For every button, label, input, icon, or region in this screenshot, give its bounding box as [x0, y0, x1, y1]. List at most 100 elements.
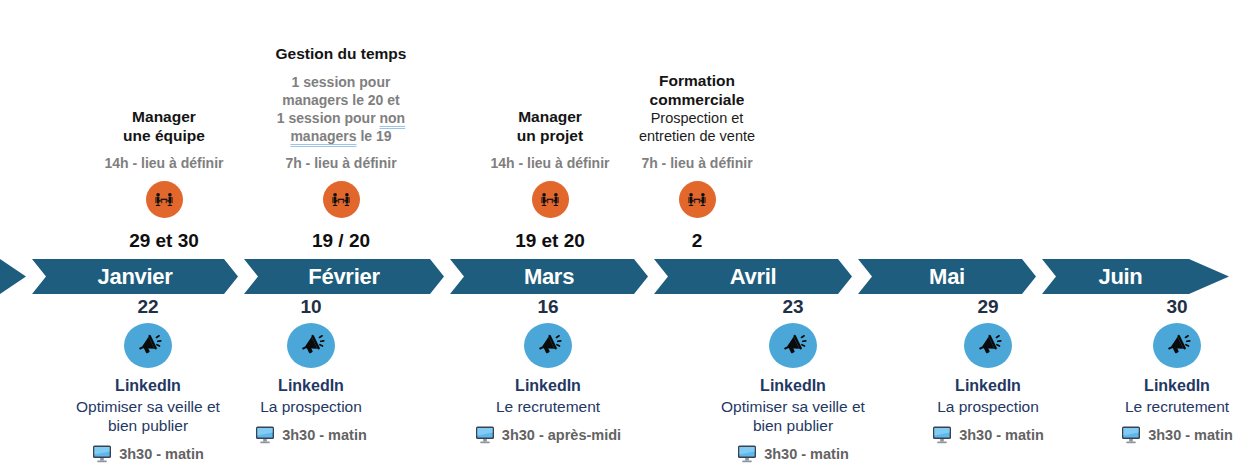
megaphone-icon — [964, 323, 1012, 368]
training-calendar-infographic: Managerune équipe 14h - lieu à définir — [0, 0, 1254, 472]
session-info: 3h30 - matin — [932, 425, 1044, 444]
webinar-event: 29 LinkedIn La prospection — [898, 296, 1078, 444]
event-title: Managerune équipe — [123, 107, 205, 145]
session-info: 3h30 - matin — [1121, 425, 1233, 444]
timeline-start-arrow — [0, 259, 26, 294]
text-line: Manager — [123, 107, 205, 126]
session-info: 3h30 - matin — [255, 425, 367, 444]
platform-label: LinkedIn — [955, 377, 1021, 395]
webinar-topic: Optimiser sa veille etbien publier — [721, 397, 865, 435]
webinar-topic: La prospection — [937, 397, 1039, 416]
onsite-training-event: Managerune équipe 14h - lieu à définir — [58, 107, 270, 256]
megaphone-icon — [769, 323, 817, 368]
text-line: La prospection — [937, 397, 1039, 416]
meeting-icon — [146, 181, 183, 218]
event-dates: 19 / 20 — [312, 230, 370, 252]
webinar-topic: Le recrutement — [1125, 397, 1229, 416]
text-line: Prospection et — [639, 109, 755, 127]
timeline-band: JanvierFévrierMarsAvrilMaiJuin — [0, 259, 1254, 294]
session-duration: 3h30 - après-midi — [502, 427, 621, 443]
session-info: 3h30 - matin — [92, 444, 204, 463]
event-date: 22 — [137, 296, 158, 318]
text-segment: le 19 — [357, 128, 392, 144]
computer-icon — [475, 425, 495, 444]
text-line: bien publier — [76, 416, 220, 435]
computer-icon — [932, 425, 952, 444]
event-schedule: 14h - lieu à définir — [490, 155, 609, 171]
grammar-underlined-text: managers — [290, 128, 356, 144]
event-date: 23 — [782, 296, 803, 318]
event-dates: 19 et 20 — [515, 230, 585, 252]
megaphone-icon — [1153, 323, 1201, 368]
meeting-icon — [679, 181, 716, 218]
text-segment: 1 session pour — [292, 74, 391, 90]
megaphone-icon — [124, 323, 172, 368]
text-line: bien publier — [721, 416, 865, 435]
platform-label: LinkedIn — [278, 377, 344, 395]
megaphone-icon — [287, 323, 335, 368]
onsite-training-event: Formationcommerciale Prospection etentre… — [602, 71, 792, 256]
text-segment: 1 session pour — [277, 110, 380, 126]
computer-icon — [255, 425, 275, 444]
session-duration: 3h30 - matin — [282, 427, 367, 443]
text-line: Le recrutement — [1125, 397, 1229, 416]
month-segment: Avril — [654, 259, 852, 294]
text-line: un projet — [517, 126, 583, 145]
text-line: Optimiser sa veille et — [721, 397, 865, 416]
text-line: Gestion du temps — [276, 44, 407, 63]
platform-label: LinkedIn — [515, 377, 581, 395]
event-dates: 2 — [692, 230, 703, 252]
text-line: entretien de vente — [639, 127, 755, 145]
text-line: commerciale — [650, 90, 745, 109]
text-segment: managers le 20 et — [282, 92, 400, 108]
session-info: 3h30 - après-midi — [475, 425, 621, 444]
month-segment: Mars — [450, 259, 648, 294]
text-line: 1 session pour — [277, 73, 405, 91]
text-line: Optimiser sa veille et — [76, 397, 220, 416]
event-date: 10 — [300, 296, 321, 318]
event-date: 16 — [537, 296, 558, 318]
webinar-topic: Le recrutement — [496, 397, 600, 416]
webinar-event: 16 LinkedIn Le recrutement — [448, 296, 648, 444]
text-line: Formation — [650, 71, 745, 90]
platform-label: LinkedIn — [1144, 377, 1210, 395]
grammar-underlined-text: non — [380, 110, 406, 126]
computer-icon — [1121, 425, 1141, 444]
event-date: 29 — [977, 296, 998, 318]
text-line: une équipe — [123, 126, 205, 145]
onsite-trainings-row: Managerune équipe 14h - lieu à définir — [0, 0, 1254, 257]
text-line: 1 session pour non — [277, 109, 405, 127]
session-duration: 3h30 - matin — [764, 446, 849, 462]
session-duration: 3h30 - matin — [1148, 427, 1233, 443]
text-line: managers le 19 — [277, 127, 405, 145]
text-line: La prospection — [260, 397, 362, 416]
event-schedule: 14h - lieu à définir — [104, 155, 223, 171]
event-title: Managerun projet — [517, 107, 583, 145]
text-line: managers le 20 et — [277, 91, 405, 109]
month-segment: Juin — [1042, 259, 1229, 294]
meeting-icon — [323, 181, 360, 218]
webinar-event: 30 LinkedIn Le recrutement — [1095, 296, 1254, 444]
event-session-note: 1 session pourmanagers le 20 et1 session… — [277, 73, 405, 145]
meeting-icon — [532, 181, 569, 218]
session-duration: 3h30 - matin — [119, 446, 204, 462]
computer-icon — [92, 444, 112, 463]
session-duration: 3h30 - matin — [959, 427, 1044, 443]
platform-label: LinkedIn — [115, 377, 181, 395]
month-segment: Mai — [858, 259, 1036, 294]
month-segment: Février — [244, 259, 444, 294]
megaphone-icon — [524, 323, 572, 368]
event-date: 30 — [1166, 296, 1187, 318]
text-line: Le recrutement — [496, 397, 600, 416]
computer-icon — [737, 444, 757, 463]
platform-label: LinkedIn — [760, 377, 826, 395]
event-schedule: 7h - lieu à définir — [641, 155, 752, 171]
text-line: Manager — [517, 107, 583, 126]
session-info: 3h30 - matin — [737, 444, 849, 463]
webinar-topic: La prospection — [260, 397, 362, 416]
event-dates: 29 et 30 — [129, 230, 199, 252]
webinars-row: 22 LinkedIn Optimiser sa veille etbien p… — [0, 296, 1254, 472]
event-title: Formationcommerciale — [650, 71, 745, 109]
event-title: Gestion du temps — [276, 44, 407, 63]
webinar-topic: Optimiser sa veille etbien publier — [76, 397, 220, 435]
